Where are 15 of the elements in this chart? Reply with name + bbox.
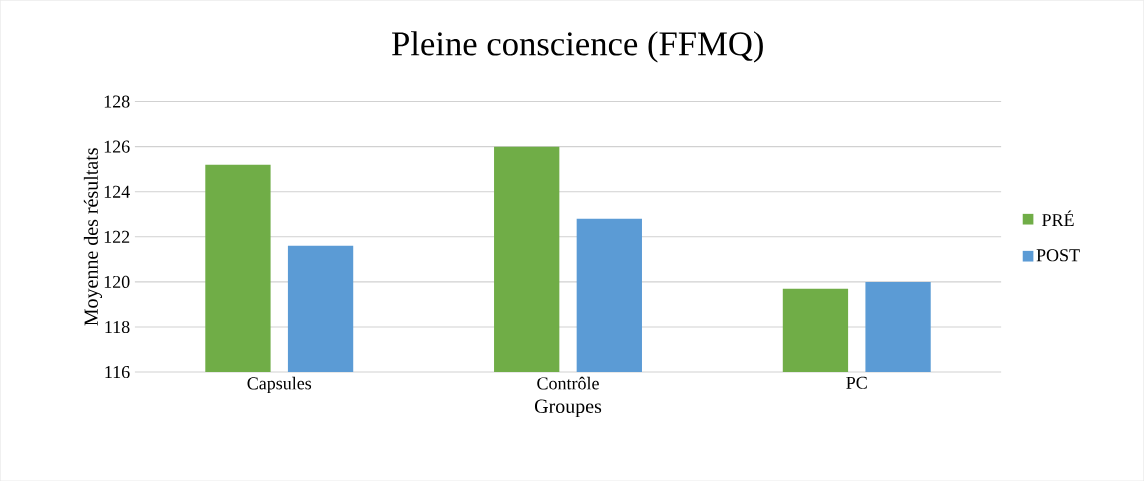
y-axis-title: Moyenne des résultats: [83, 148, 103, 326]
legend-label: POST: [1036, 249, 1080, 262]
y-tick-label: 128: [104, 95, 130, 108]
y-tick-label: 116: [105, 365, 130, 378]
y-tick-label: 118: [105, 320, 130, 333]
x-tick-label: Contrôle: [537, 376, 599, 390]
y-tick-label: 124: [104, 185, 130, 198]
chart-title: Pleine conscience (FFMQ): [392, 31, 763, 63]
x-tick-label: PC: [846, 376, 867, 389]
x-axis-title: Groupes: [534, 399, 602, 417]
y-tick-label: 120: [104, 275, 130, 288]
y-tick-label: 122: [104, 230, 130, 243]
y-tick-label: 126: [104, 140, 130, 153]
x-tick-label: Capsules: [247, 376, 312, 393]
legend-label: PRÉ: [1042, 210, 1074, 226]
